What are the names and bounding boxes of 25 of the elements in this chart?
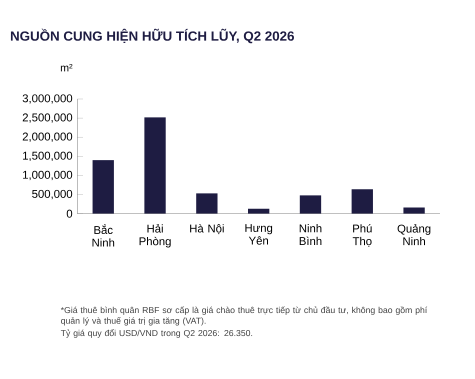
bar (92, 160, 114, 214)
bar (300, 195, 322, 214)
chart-title: NGUỒN CUNG HIỆN HỮU TÍCH LŨY, Q2 2026 (10, 28, 294, 44)
y-tick-label: 2,500,000 (22, 113, 72, 123)
bar (403, 208, 425, 214)
x-tick-label: Quảng Ninh (398, 224, 430, 246)
y-tick-label: 1,500,000 (23, 152, 72, 162)
y-tick-label: 500,000 (32, 190, 72, 200)
x-tick-label: Hà Nội (190, 224, 224, 234)
y-tick-label: 1,000,000 (23, 170, 72, 180)
text: *Giá thuê bình quân RBF sơ cấp là giá chào thuê trực tiếp từ chủ đầu tư, không bao gồm phí quản lý và thuế giá trị gia tăng (VAT). (60, 306, 428, 326)
y-axis-title: m² (60, 64, 72, 72)
bar (196, 193, 218, 214)
x-tick-label: Ninh Bình (300, 224, 322, 245)
bar (352, 189, 373, 214)
text: Tỷ giá quy đổi USD/VND trong Q2 2026: 26.350. (60, 329, 252, 338)
x-tick-label: Hưng Yên (245, 224, 272, 245)
y-tick-label: 0 (66, 210, 72, 218)
x-tick-label: Bắc Ninh (92, 224, 114, 247)
y-tick-label: 2,000,000 (22, 132, 72, 142)
y-tick-label: 3,000,000 (22, 94, 72, 104)
x-tick-label: Phú Thọ (352, 224, 372, 247)
x-tick-label: Hải Phòng (140, 224, 171, 248)
bar (248, 208, 270, 214)
bar (144, 117, 166, 214)
